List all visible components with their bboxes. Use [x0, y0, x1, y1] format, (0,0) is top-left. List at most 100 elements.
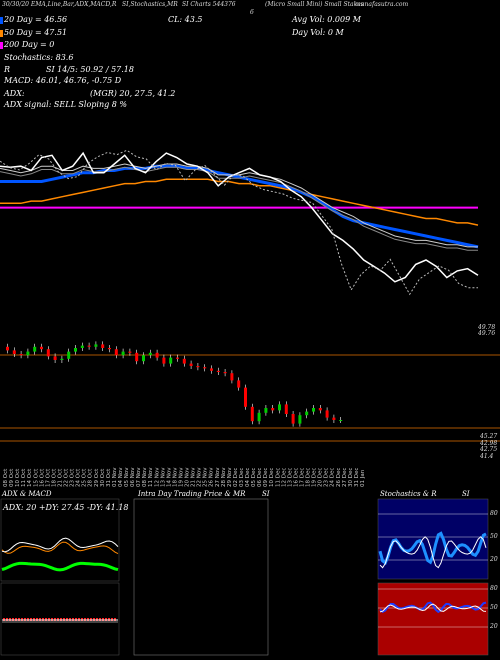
date-label: 11 Dec [275, 468, 281, 487]
price-label-low2: 42.98 [480, 440, 498, 447]
candle-body [230, 373, 234, 381]
candle-body [80, 345, 84, 348]
stoch-d-line [379, 536, 487, 569]
ema20-label: 20 Day = 46.56 [4, 15, 68, 24]
date-label: 16 Dec [293, 468, 299, 487]
candle-body [135, 352, 139, 362]
date-label: 18 Dec [306, 468, 312, 487]
stoch-panel-title: Stochastics & R [380, 490, 437, 498]
rsi-tick-80: 80 [490, 585, 498, 592]
date-label: 06 Dec [257, 468, 263, 487]
date-label: 10 Oct [15, 468, 21, 487]
price-label-top2: 49.76 [478, 330, 496, 337]
avg-volume: Avg Vol: 0.009 M [292, 15, 361, 24]
header-category: (Micro Small Mini) Small Stakes [265, 1, 364, 8]
candle-body [223, 372, 227, 374]
date-label: 15 Oct [33, 468, 39, 487]
date-label: 25 Oct [82, 468, 88, 487]
ema-slow-line [0, 163, 478, 248]
date-label: 28 Oct [88, 468, 94, 487]
date-label: 24 Oct [76, 468, 82, 487]
intraday-panel [133, 498, 269, 656]
adx-minus-di [1, 537, 119, 553]
date-label: 30 Dec [348, 468, 354, 487]
candle-body [237, 380, 241, 388]
close-price: CL: 43.5 [168, 15, 203, 24]
candle-body [128, 351, 132, 353]
date-label: 23 Oct [70, 468, 76, 487]
candle-body [12, 350, 16, 354]
mgr-label: (MGR) 20, 27.5, 41.2 [90, 89, 176, 98]
candle-body [312, 408, 315, 412]
date-label: 24 Dec [330, 468, 336, 487]
candle-body [169, 357, 173, 364]
price-label-low4: 41.4 [480, 453, 494, 460]
candle-body [271, 408, 275, 411]
date-label: 30 Oct [100, 468, 106, 487]
date-label: 11 Oct [21, 468, 27, 487]
ema50-color-marker [0, 30, 3, 37]
ema20-color-marker [0, 17, 3, 24]
candle-body [203, 367, 207, 369]
date-label: 17 Oct [45, 468, 51, 487]
date-label: 08 Nov [142, 467, 148, 487]
candle-body [87, 345, 91, 347]
candle-body [26, 351, 30, 356]
date-label: 28 Nov [221, 467, 227, 487]
date-label: 16 Oct [39, 468, 45, 487]
candle-body [210, 368, 213, 371]
date-label: 26 Nov [209, 467, 215, 487]
candle-body [291, 414, 295, 424]
date-label: 29 Nov [227, 467, 233, 487]
stoch-tick-20: 20 [490, 556, 498, 563]
date-label: 01 Jan [360, 469, 366, 487]
candle-body [216, 370, 220, 372]
ema-slow-line-2 [0, 166, 478, 251]
header-number: 6 [250, 9, 254, 16]
date-label: 25 Nov [203, 467, 209, 487]
date-label: 14 Nov [166, 467, 172, 487]
ema50-line [0, 178, 479, 226]
adx-plus-di [1, 541, 119, 555]
rsi-panel [377, 582, 489, 656]
date-label: 13 Dec [287, 468, 293, 487]
header-chart-id: SI Charts 544376 [182, 1, 236, 8]
candle-body [264, 408, 268, 413]
candle-body [101, 344, 105, 348]
candle-body [148, 352, 152, 356]
date-label: 27 Dec [342, 468, 348, 487]
ema200-color-marker [0, 42, 3, 49]
date-label: 22 Oct [64, 468, 70, 487]
candle-body [325, 410, 329, 418]
rsi-tick-50: 50 [490, 604, 498, 611]
date-label: 14 Oct [27, 468, 33, 487]
rsi-line [379, 601, 487, 614]
date-label: 18 Nov [172, 467, 178, 487]
adx-signal-label: ADX signal: SELL Sloping 8 % [4, 100, 128, 109]
ema-short-line [0, 151, 479, 283]
rsi-tick-20: 20 [490, 623, 498, 630]
day-volume: Day Vol: 0 M [292, 28, 344, 37]
candle-body [250, 406, 254, 422]
date-label: 12 Nov [154, 467, 160, 487]
candle-body [19, 354, 23, 356]
stochastics-label: Stochastics: 83.6 [4, 53, 74, 62]
date-label: 31 Dec [354, 468, 360, 487]
price-label-low1: 45.27 [480, 433, 498, 440]
date-label: 01 Nov [112, 467, 118, 487]
candle-body [318, 408, 322, 411]
intraday-panel-si: SI [262, 490, 270, 498]
date-label: 18 Oct [51, 468, 57, 487]
date-label: 20 Nov [185, 467, 191, 487]
candle-body [33, 346, 37, 352]
stoch-tick-80: 80 [490, 510, 498, 517]
price-label-low3: 42.75 [480, 446, 498, 453]
candle-body [332, 417, 336, 420]
candle-body [6, 346, 9, 351]
candle-body [182, 358, 186, 364]
date-label: 21 Nov [191, 467, 197, 487]
ema200-label: 200 Day = 0 [4, 40, 55, 49]
candle-body [305, 411, 309, 416]
adx-panel-title: ADX & MACD [2, 490, 52, 498]
